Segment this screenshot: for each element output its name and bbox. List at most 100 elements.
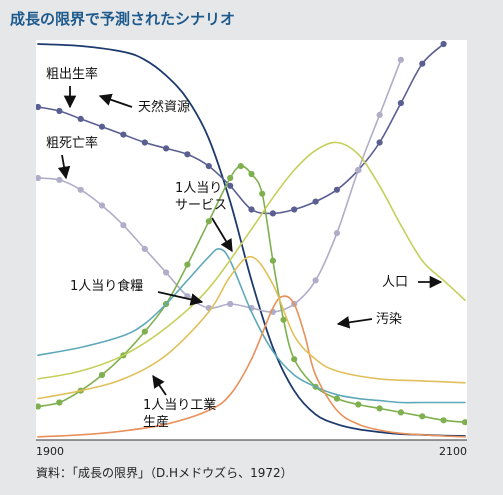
data-point-birth_rate-18 xyxy=(419,60,426,67)
annotation-food: 1人当り食糧 xyxy=(70,278,204,306)
data-point-services-20 xyxy=(397,409,404,416)
annotation-arrow-death_rate xyxy=(57,154,71,180)
annotation-death_rate: 粗死亡率 xyxy=(46,135,98,180)
data-point-birth_rate-17 xyxy=(397,100,404,107)
data-point-services-21 xyxy=(419,413,426,420)
annotation-birth_rate: 粗出生率 xyxy=(46,66,98,109)
data-point-services-22 xyxy=(440,417,447,424)
annotation-label-birth_rate: 粗出生率 xyxy=(46,66,98,82)
data-point-death_rate-6 xyxy=(163,269,170,276)
annotation-line-pollution-0: 汚染 xyxy=(376,312,402,327)
series-layer xyxy=(36,40,467,438)
annotation-label-death_rate: 粗死亡率 xyxy=(46,135,98,151)
data-point-birth_rate-3 xyxy=(98,123,106,130)
annotation-label-pollution: 汚染 xyxy=(376,312,402,327)
data-point-birth_rate-14 xyxy=(333,186,340,193)
data-point-birth_rate-5 xyxy=(141,139,148,146)
x-tick-label-start: 1900 xyxy=(36,445,64,458)
data-point-birth_rate-19 xyxy=(440,40,447,48)
series-line-pollution xyxy=(37,295,466,438)
annotation-line-death_rate-0: 粗死亡率 xyxy=(46,135,98,151)
annotation-population: 人口 xyxy=(382,275,443,290)
data-point-death_rate-13 xyxy=(312,277,319,284)
plot-area xyxy=(36,40,467,440)
data-point-services-19 xyxy=(376,405,383,412)
data-point-services-11 xyxy=(248,170,255,178)
series-death_rate xyxy=(36,56,404,315)
data-point-death_rate-14 xyxy=(333,230,340,237)
data-point-services-10 xyxy=(237,163,244,170)
data-point-birth_rate-1 xyxy=(56,107,63,115)
annotation-label-services: 1人当りサービス xyxy=(175,181,227,213)
x-tick-label-end: 2100 xyxy=(439,445,467,458)
data-point-services-5 xyxy=(141,328,148,335)
annotation-label-resources: 天然資源 xyxy=(138,99,190,115)
data-point-birth_rate-16 xyxy=(376,139,383,146)
annotation-resources: 天然資源 xyxy=(98,93,190,115)
annotation-arrow-pollution xyxy=(336,316,373,329)
data-point-birth_rate-6 xyxy=(163,145,170,152)
data-point-services-0 xyxy=(36,403,42,410)
annotation-line-industry-0: 1人当り工業 xyxy=(143,397,216,413)
annotation-pollution: 汚染 xyxy=(336,312,402,329)
data-point-birth_rate-2 xyxy=(77,115,84,122)
data-point-death_rate-4 xyxy=(120,222,127,229)
data-point-services-1 xyxy=(56,399,63,406)
data-point-death_rate-0 xyxy=(36,174,42,182)
data-point-birth_rate-0 xyxy=(36,103,42,111)
data-point-services-23 xyxy=(461,419,467,426)
chart-title: 成長の限界で予測されたシナリオ xyxy=(10,10,235,28)
series-line-population xyxy=(37,141,466,380)
series-birth_rate xyxy=(36,40,447,217)
annotation-label-food: 1人当り食糧 xyxy=(70,278,143,294)
data-point-death_rate-5 xyxy=(141,245,148,252)
series-line-industry xyxy=(37,255,466,400)
annotation-line-services-1: サービス xyxy=(175,198,227,213)
annotation-arrow-industry xyxy=(152,374,167,396)
data-point-services-8 xyxy=(205,218,212,225)
data-point-death_rate-15 xyxy=(355,167,362,174)
source-note: 資料：「成長の限界」（D.Hメドウズら、1972） xyxy=(36,465,293,480)
annotation-line-services-0: 1人当り xyxy=(175,181,222,196)
annotation-line-food-0: 1人当り食糧 xyxy=(70,278,143,294)
annotation-arrow-food xyxy=(157,291,204,306)
annotation-line-industry-1: 生産 xyxy=(143,414,169,430)
annotation-line-resources-0: 天然資源 xyxy=(138,99,190,115)
data-point-services-12 xyxy=(259,190,266,197)
data-point-death_rate-17 xyxy=(397,56,404,63)
data-point-birth_rate-9 xyxy=(227,182,234,189)
data-point-death_rate-2 xyxy=(77,186,84,193)
data-point-death_rate-16 xyxy=(376,111,383,118)
data-point-birth_rate-4 xyxy=(120,131,127,138)
annotation-industry: 1人当り工業生産 xyxy=(143,374,216,430)
series-industry xyxy=(37,255,466,400)
data-point-death_rate-3 xyxy=(98,202,106,209)
data-point-birth_rate-12 xyxy=(291,206,298,213)
annotation-line-birth_rate-0: 粗出生率 xyxy=(46,66,98,82)
data-point-services-3 xyxy=(98,371,106,379)
annotation-label-industry: 1人当り工業生産 xyxy=(143,397,216,430)
data-point-death_rate-1 xyxy=(56,176,63,183)
data-point-services-15 xyxy=(291,356,298,363)
data-point-services-9 xyxy=(227,174,234,182)
annotation-line-population-0: 人口 xyxy=(382,275,408,290)
data-point-services-14 xyxy=(280,316,287,323)
data-point-birth_rate-11 xyxy=(269,210,276,217)
series-population xyxy=(37,141,466,380)
data-point-birth_rate-7 xyxy=(184,151,191,158)
series-pollution xyxy=(37,295,466,438)
data-point-birth_rate-8 xyxy=(205,163,212,170)
annotation-arrow-resources xyxy=(98,93,133,108)
annotation-arrow-services xyxy=(211,217,233,253)
data-point-services-13 xyxy=(269,257,276,264)
data-point-death_rate-9 xyxy=(227,300,234,308)
data-point-services-18 xyxy=(355,401,362,408)
data-point-birth_rate-13 xyxy=(312,198,319,205)
annotation-label-population: 人口 xyxy=(382,275,408,290)
annotation-services: 1人当りサービス xyxy=(175,181,233,253)
data-point-services-17 xyxy=(333,395,340,402)
data-point-birth_rate-10 xyxy=(248,206,255,213)
